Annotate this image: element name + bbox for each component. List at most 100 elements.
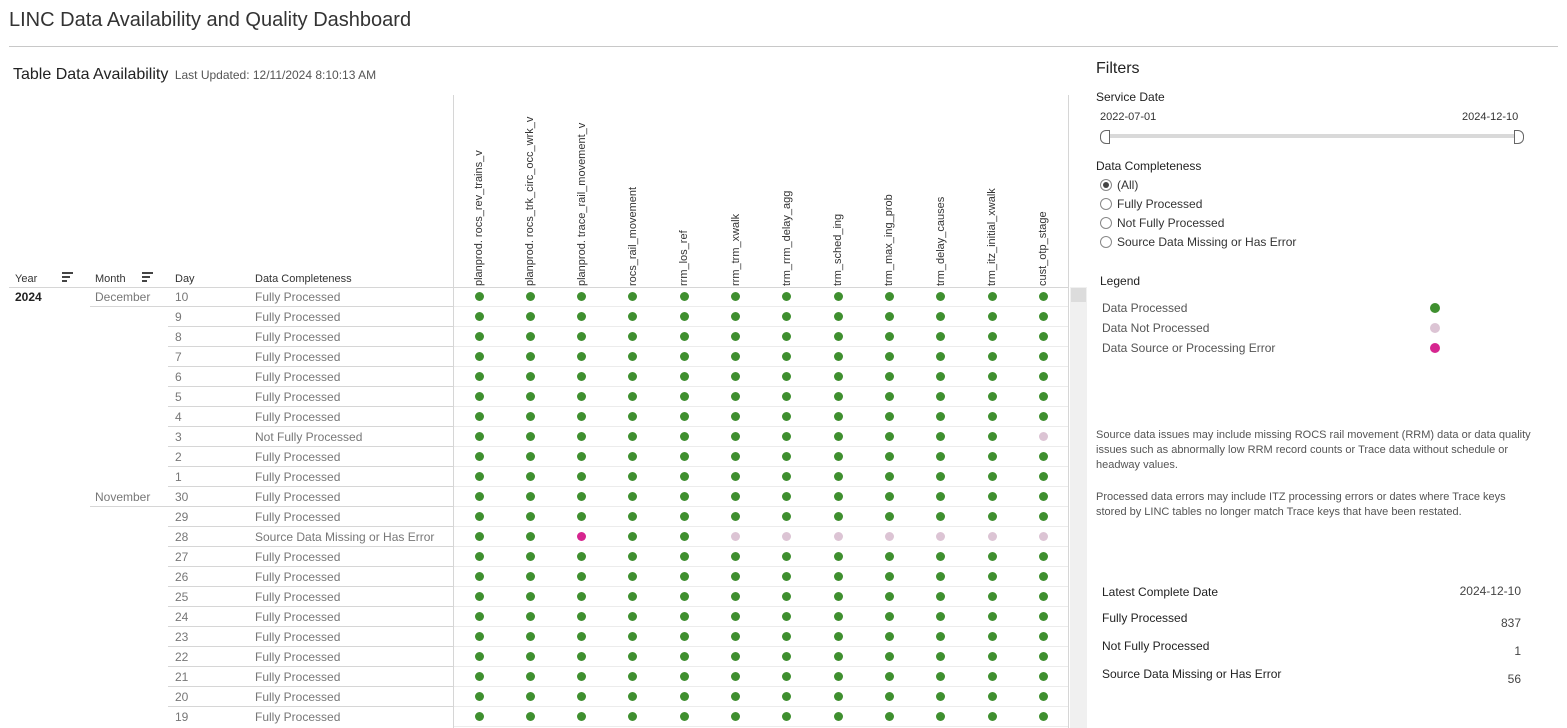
status-dot[interactable] [833,692,843,701]
table-row[interactable]: 24 Fully Processed [0,607,1070,627]
status-dot[interactable] [782,432,792,441]
status-dot[interactable] [679,352,689,361]
status-dot[interactable] [474,672,484,681]
status-dot[interactable] [884,352,894,361]
table-scrollbar[interactable] [1070,287,1087,728]
completeness-radio-label[interactable]: Source Data Missing or Has Error [1117,235,1297,249]
status-dot[interactable] [628,592,638,601]
status-dot[interactable] [525,492,535,501]
status-dot[interactable] [525,292,535,301]
status-dot[interactable] [525,372,535,381]
status-dot[interactable] [987,552,997,561]
table-row[interactable]: 21 Fully Processed [0,667,1070,687]
status-dot[interactable] [474,552,484,561]
status-dot[interactable] [474,712,484,721]
table-row[interactable]: 23 Fully Processed [0,627,1070,647]
status-dot[interactable] [782,652,792,661]
status-dot[interactable] [1038,572,1048,581]
status-dot[interactable] [577,652,587,661]
status-dot[interactable] [884,412,894,421]
status-dot[interactable] [1038,692,1048,701]
status-dot[interactable] [577,352,587,361]
status-dot[interactable] [833,312,843,321]
status-dot[interactable] [525,472,535,481]
status-dot[interactable] [679,692,689,701]
status-dot[interactable] [628,652,638,661]
status-dot[interactable] [1038,332,1048,341]
status-dot[interactable] [474,612,484,621]
status-dot[interactable] [833,612,843,621]
status-dot[interactable] [679,492,689,501]
status-dot[interactable] [731,612,740,621]
status-dot[interactable] [525,512,535,521]
status-dot[interactable] [884,512,894,521]
status-dot[interactable] [679,592,689,601]
status-dot[interactable] [884,552,894,561]
status-dot[interactable] [782,492,792,501]
status-dot[interactable] [782,692,792,701]
status-dot[interactable] [731,312,740,321]
status-dot[interactable] [577,612,587,621]
status-dot[interactable] [833,372,843,381]
status-dot[interactable] [525,412,535,421]
status-dot[interactable] [474,572,484,581]
status-dot[interactable] [628,552,638,561]
status-dot[interactable] [628,332,638,341]
status-dot[interactable] [474,372,484,381]
status-dot[interactable] [782,712,792,721]
status-dot[interactable] [679,532,689,541]
status-dot[interactable] [525,652,535,661]
status-dot[interactable] [833,472,843,481]
status-dot[interactable] [936,332,946,341]
status-dot[interactable] [1038,432,1048,441]
status-dot[interactable] [987,392,997,401]
status-dot[interactable] [1038,652,1048,661]
status-dot[interactable] [525,612,535,621]
status-dot[interactable] [628,572,638,581]
status-dot[interactable] [987,412,997,421]
completeness-radio[interactable] [1100,198,1112,210]
completeness-radio-label[interactable]: (All) [1117,178,1139,192]
status-dot[interactable] [679,332,689,341]
status-dot[interactable] [731,552,740,561]
status-dot[interactable] [474,472,484,481]
status-dot[interactable] [987,592,997,601]
status-dot[interactable] [884,652,894,661]
status-dot[interactable] [782,632,792,641]
status-dot[interactable] [884,672,894,681]
status-dot[interactable] [628,452,638,461]
status-dot[interactable] [987,692,997,701]
status-dot[interactable] [987,512,997,521]
status-dot[interactable] [884,592,894,601]
status-dot[interactable] [936,612,946,621]
status-dot[interactable] [474,292,484,301]
status-dot[interactable] [474,412,484,421]
service-date-slider[interactable] [1103,134,1521,138]
table-row[interactable]: 6 Fully Processed [0,367,1070,387]
status-dot[interactable] [731,452,740,461]
status-dot[interactable] [474,432,484,441]
status-dot[interactable] [782,392,792,401]
completeness-radio[interactable] [1100,179,1112,191]
status-dot[interactable] [525,432,535,441]
status-dot[interactable] [833,552,843,561]
status-dot[interactable] [884,332,894,341]
status-dot[interactable] [936,412,946,421]
status-dot[interactable] [731,372,740,381]
status-dot[interactable] [884,632,894,641]
year-sort-icon[interactable] [62,272,73,282]
status-dot[interactable] [987,432,997,441]
status-dot[interactable] [525,452,535,461]
status-dot[interactable] [936,472,946,481]
status-dot[interactable] [1038,512,1048,521]
table-row[interactable]: 2024 December 10 Fully Processed [0,287,1070,307]
status-dot[interactable] [782,292,792,301]
status-dot[interactable] [782,412,792,421]
status-dot[interactable] [936,592,946,601]
status-dot[interactable] [1038,532,1048,541]
status-dot[interactable] [628,412,638,421]
status-dot[interactable] [987,332,997,341]
status-dot[interactable] [936,492,946,501]
status-dot[interactable] [936,532,946,541]
status-dot[interactable] [884,712,894,721]
